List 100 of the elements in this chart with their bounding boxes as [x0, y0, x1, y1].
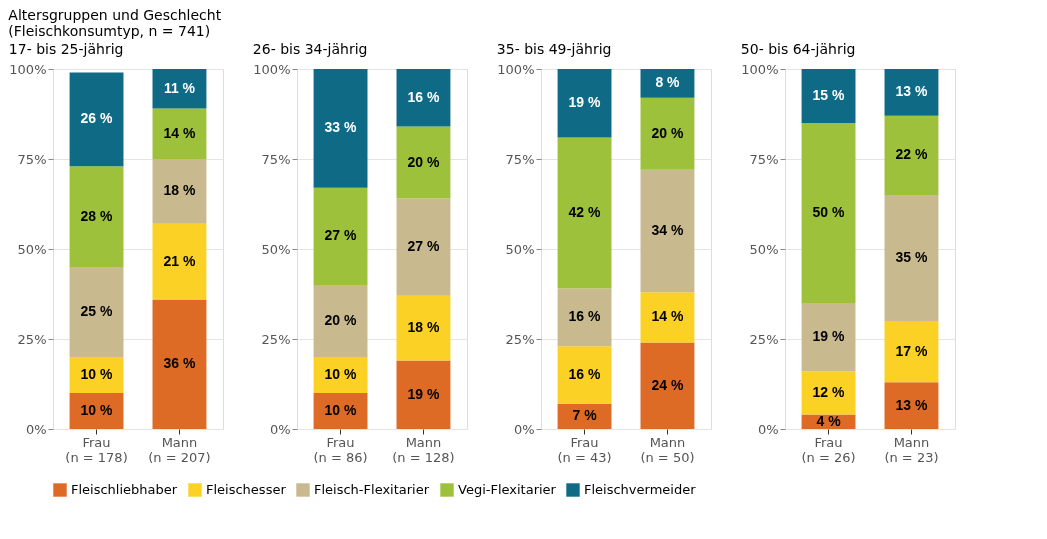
bar — [396, 198, 451, 296]
y-tick-label: 0% — [513, 421, 535, 437]
bar — [313, 187, 368, 285]
data-label: 27 % — [407, 238, 440, 255]
data-label: 10 % — [80, 402, 114, 418]
chart-title: 26- bis 34-jährig — [252, 41, 368, 57]
y-tick-label: 100% — [497, 61, 535, 77]
bar — [396, 69, 451, 127]
data-label: 26 % — [80, 110, 114, 127]
y-tick-label: 50% — [749, 241, 779, 257]
y-tick-label: 50% — [505, 241, 535, 257]
chart-title: 17- bis 25-jährig — [8, 41, 124, 57]
data-label: 22 % — [895, 146, 928, 163]
bar — [884, 115, 939, 195]
bar — [640, 342, 695, 429]
data-label: 14 % — [651, 308, 684, 325]
y-tick-label: 75% — [505, 151, 535, 167]
data-label: 27 % — [324, 227, 358, 244]
data-label: 17 % — [895, 342, 928, 359]
data-label: 20 % — [324, 312, 358, 328]
bar — [69, 166, 124, 267]
x-tick-label: Mann (n = 128) — [392, 434, 455, 465]
bar — [884, 382, 939, 429]
data-label: 34 % — [651, 222, 684, 238]
bar — [557, 288, 612, 347]
data-label: 20 % — [407, 153, 440, 170]
data-label: 36 % — [163, 355, 196, 372]
y-tick-label: 100% — [253, 61, 291, 77]
bar — [884, 195, 939, 321]
bar — [69, 267, 124, 357]
y-tick-label: 100% — [9, 61, 47, 77]
y-tick-label: 25% — [261, 331, 291, 347]
y-tick-label: 0% — [25, 421, 47, 437]
x-tick-label: Mann (n = 23) — [884, 434, 939, 465]
text: Altersgruppen und Geschlecht (Fleischkonsumtyp, n = 741) — [8, 6, 222, 39]
bar — [313, 69, 368, 188]
bar — [557, 346, 612, 404]
data-label: 28 % — [80, 207, 114, 224]
bar — [152, 159, 207, 224]
data-label: 42 % — [568, 204, 602, 220]
bar — [884, 69, 939, 116]
bar — [640, 97, 695, 170]
data-label: 19 % — [407, 385, 440, 402]
data-label: 12 % — [812, 384, 846, 400]
y-tick-label: 50% — [17, 241, 47, 257]
data-label: 20 % — [651, 124, 684, 141]
bar — [152, 108, 207, 159]
bar — [152, 69, 207, 109]
bar — [557, 69, 612, 138]
data-label: 18 % — [407, 319, 440, 336]
x-tick-label: Mann (n = 50) — [640, 434, 695, 465]
data-label: 13 % — [895, 83, 928, 100]
bar — [396, 295, 451, 361]
data-label: 19 % — [568, 94, 602, 111]
bar — [801, 303, 856, 372]
legend-label: Fleischliebhaber — [71, 482, 178, 497]
bar — [313, 285, 368, 357]
x-tick-label: Frau (n = 86) — [313, 434, 368, 465]
chart-title: 35- bis 49-jährig — [496, 41, 612, 57]
bar — [801, 69, 856, 123]
data-label: 21 % — [163, 252, 196, 269]
x-tick-label: Mann (n = 207) — [148, 434, 211, 465]
legend-label: Fleischvermeider — [584, 482, 697, 497]
data-label: 4 % — [816, 412, 842, 429]
bar — [557, 137, 612, 289]
legend-label: Fleischesser — [206, 482, 287, 497]
y-tick-label: 75% — [749, 151, 779, 167]
y-tick-label: 25% — [749, 331, 779, 347]
data-label: 19 % — [812, 328, 846, 345]
data-label: 13 % — [895, 396, 928, 413]
data-label: 16 % — [568, 366, 602, 382]
data-label: 35 % — [895, 249, 928, 265]
data-label: 11 % — [163, 79, 196, 96]
bar — [801, 123, 856, 303]
y-tick-label: 25% — [17, 331, 47, 347]
chart-title: 50- bis 64-jährig — [740, 41, 856, 57]
data-label: 10 % — [80, 366, 114, 382]
data-label: 16 % — [568, 308, 602, 325]
legend-label: Vegi-Flexitarier — [458, 482, 557, 497]
x-tick-label: Frau (n = 178) — [65, 434, 128, 465]
data-label: 33 % — [324, 119, 358, 136]
y-tick-label: 100% — [741, 61, 779, 77]
data-label: 18 % — [163, 182, 196, 199]
bar — [152, 299, 207, 429]
bar — [69, 72, 124, 167]
x-tick-label: Frau (n = 43) — [557, 434, 612, 465]
bar — [640, 169, 695, 293]
bar — [801, 371, 856, 415]
bar — [396, 360, 451, 429]
data-label: 50 % — [812, 204, 846, 220]
data-label: 8 % — [655, 74, 681, 91]
bar — [640, 292, 695, 343]
bar — [396, 126, 451, 199]
data-label: 25 % — [80, 303, 114, 319]
data-label: 14 % — [163, 124, 196, 141]
bar — [152, 223, 207, 300]
y-tick-label: 0% — [269, 421, 291, 437]
y-tick-label: 75% — [261, 151, 291, 167]
data-label: 16 % — [407, 88, 440, 105]
legend-label: Fleisch-Flexitarier — [314, 482, 430, 497]
